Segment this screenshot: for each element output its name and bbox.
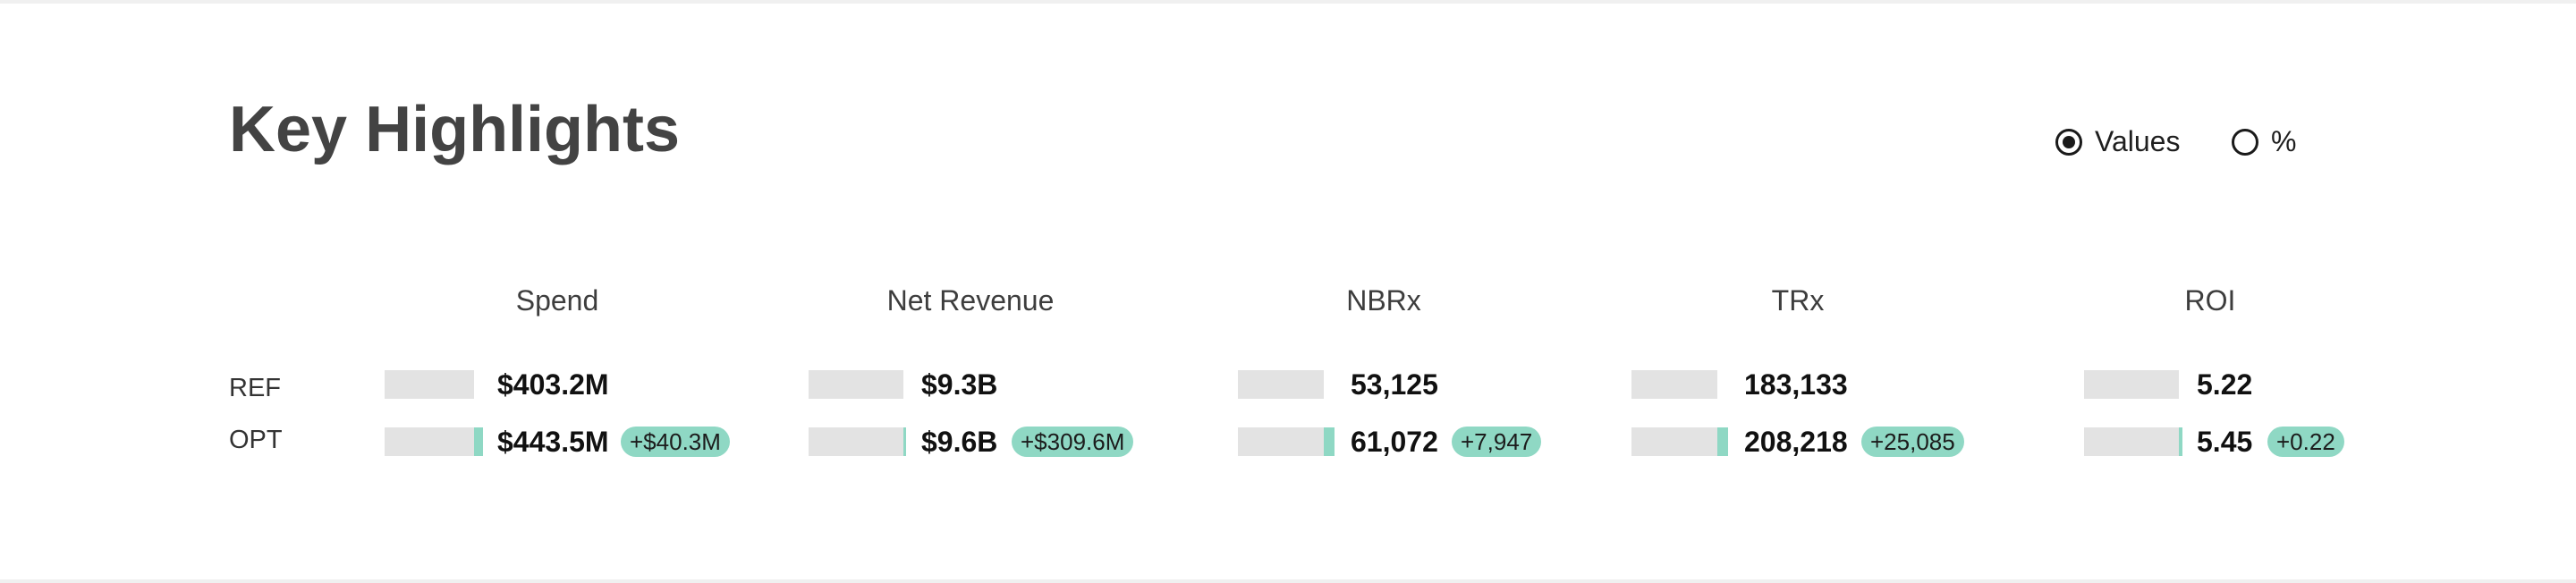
roi-opt-value: 5.45 <box>2197 426 2253 458</box>
spend-delta-badge: +$40.3M <box>621 427 730 457</box>
column-header-nbrx: NBRx <box>1346 284 1421 317</box>
nbrx-ref-bar <box>1238 370 1324 399</box>
net-revenue-ref-value: $9.3B <box>921 368 998 401</box>
page-title: Key Highlights <box>229 94 681 165</box>
net-revenue-opt-value: $9.6B <box>921 426 998 458</box>
roi-delta-badge: +0.22 <box>2267 427 2344 457</box>
nbrx-delta-bar <box>1324 427 1335 456</box>
roi-opt-bar <box>2084 427 2179 456</box>
trx-opt-value: 208,218 <box>1744 426 1848 458</box>
net-revenue-ref-bar <box>809 370 903 399</box>
net-revenue-delta-badge: +$309.6M <box>1012 427 1134 457</box>
row-label-opt: OPT <box>229 426 283 454</box>
nbrx-delta-badge: +7,947 <box>1452 427 1542 457</box>
nbrx-opt-bar <box>1238 427 1324 456</box>
roi-ref-value: 5.22 <box>2197 368 2253 401</box>
spend-opt-bar <box>385 427 474 456</box>
trx-delta-bar <box>1717 427 1728 456</box>
nbrx-opt-value: 61,072 <box>1351 426 1438 458</box>
spend-ref-value: $403.2M <box>497 368 609 401</box>
trx-ref-value: 183,133 <box>1744 368 1848 401</box>
trx-ref-bar <box>1631 370 1717 399</box>
roi-ref-bar <box>2084 370 2179 399</box>
radio-checked-icon[interactable] <box>2055 128 2082 156</box>
column-header-net-revenue: Net Revenue <box>886 284 1055 317</box>
column-header-trx: TRx <box>1771 284 1825 317</box>
column-header-spend: Spend <box>515 284 599 317</box>
net-revenue-delta-bar <box>903 427 906 456</box>
spend-opt-value: $443.5M <box>497 426 609 458</box>
trx-delta-badge: +25,085 <box>1861 427 1964 457</box>
row-label-ref: REF <box>229 374 281 402</box>
radio-values[interactable]: Values <box>2055 125 2180 158</box>
net-revenue-opt-bar <box>809 427 903 456</box>
spend-delta-bar <box>474 427 483 456</box>
nbrx-ref-value: 53,125 <box>1351 368 1438 401</box>
radio-values-label: Values <box>2095 125 2181 157</box>
radio-percent[interactable]: % <box>2232 125 2296 158</box>
roi-delta-bar <box>2179 427 2182 456</box>
trx-opt-bar <box>1631 427 1717 456</box>
column-header-roi: ROI <box>2184 284 2236 317</box>
spend-ref-bar <box>385 370 474 399</box>
radio-percent-label: % <box>2271 125 2297 157</box>
radio-unchecked-icon[interactable] <box>2232 128 2258 156</box>
